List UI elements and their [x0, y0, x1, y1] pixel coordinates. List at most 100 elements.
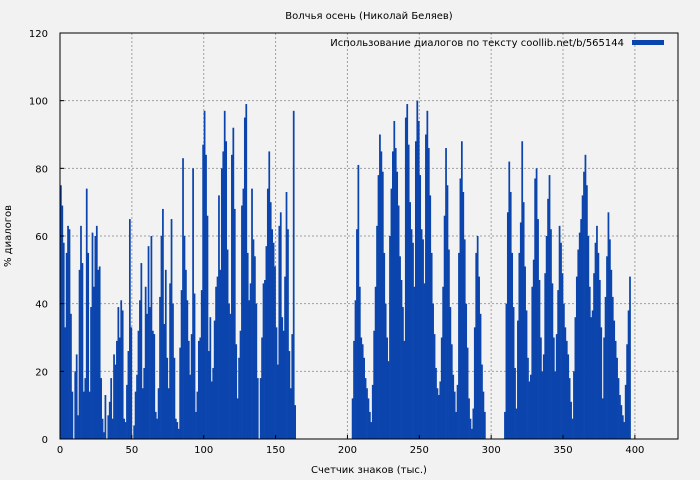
- bar: [620, 405, 623, 439]
- bar: [136, 374, 138, 439]
- x-tick-label: 250: [410, 445, 429, 456]
- bar: [249, 283, 252, 439]
- bar: [512, 307, 515, 439]
- bar: [147, 246, 150, 439]
- bar: [117, 307, 120, 439]
- bar: [376, 225, 378, 439]
- bar: [594, 242, 597, 439]
- bar: [417, 120, 420, 439]
- bar: [617, 378, 620, 439]
- bar: [91, 232, 94, 439]
- bar: [149, 307, 151, 439]
- plot-area: 0 50 100 150 200 250 300 350 400 0 20 40 60 80 100 120: [29, 29, 679, 456]
- bar: [627, 310, 630, 439]
- bar: [519, 222, 522, 439]
- chart-title: Волчья осень (Николай Беляев): [285, 11, 452, 22]
- bar: [402, 307, 404, 439]
- bar: [614, 340, 617, 439]
- bar: [93, 286, 95, 439]
- bar: [153, 334, 156, 439]
- bar: [367, 398, 370, 439]
- bar: [164, 269, 167, 439]
- bar: [542, 354, 545, 439]
- bar: [265, 246, 268, 439]
- bar: [459, 178, 462, 439]
- bar: [414, 141, 417, 439]
- bar: [440, 337, 443, 439]
- bar: [619, 395, 621, 439]
- bar: [574, 317, 577, 439]
- bar: [511, 252, 514, 439]
- bar: [373, 330, 376, 439]
- bar: [552, 337, 555, 439]
- bar: [208, 351, 210, 439]
- bar: [420, 229, 423, 439]
- bar: [187, 340, 190, 439]
- bar: [356, 229, 358, 439]
- bar: [107, 415, 110, 439]
- bar: [255, 303, 258, 439]
- bar: [239, 330, 242, 439]
- bar: [509, 192, 512, 439]
- bar: [268, 151, 271, 439]
- bar: [394, 148, 397, 440]
- bar: [157, 388, 160, 439]
- bar: [160, 236, 163, 439]
- bar: [547, 198, 549, 439]
- bar: [430, 252, 433, 439]
- bar: [446, 185, 449, 439]
- bar: [100, 378, 102, 439]
- bar: [246, 252, 249, 439]
- bar: [363, 357, 365, 439]
- bar: [179, 347, 182, 439]
- bar: [264, 279, 266, 439]
- bar: [238, 357, 240, 439]
- bar: [113, 354, 115, 439]
- bar: [596, 225, 598, 439]
- bar: [134, 391, 137, 439]
- bar: [177, 428, 180, 439]
- bar: [590, 317, 593, 439]
- bar: [445, 148, 447, 440]
- bar: [141, 388, 144, 439]
- bar: [357, 164, 360, 439]
- bar: [422, 239, 424, 439]
- bar: [272, 242, 275, 439]
- bar: [515, 408, 518, 439]
- bar: [271, 229, 274, 439]
- bar: [60, 185, 62, 439]
- bar: [593, 273, 595, 439]
- bar: [389, 236, 391, 439]
- y-tick-label: 40: [35, 300, 48, 311]
- bar: [624, 384, 627, 439]
- bar: [606, 256, 608, 439]
- bar: [195, 411, 197, 439]
- bar: [379, 134, 381, 439]
- bar: [568, 378, 571, 439]
- bar: [118, 337, 121, 439]
- bar: [206, 215, 209, 439]
- bar: [213, 320, 216, 439]
- bar: [236, 398, 239, 439]
- bar: [284, 276, 286, 439]
- bar: [281, 317, 284, 439]
- bar: [197, 340, 200, 439]
- bar: [575, 276, 578, 439]
- bar: [212, 367, 215, 439]
- bar: [403, 340, 406, 439]
- bar: [458, 252, 460, 439]
- bar: [598, 279, 601, 439]
- bar: [196, 391, 199, 439]
- bar: [413, 286, 416, 439]
- bar: [80, 225, 82, 439]
- bar: [82, 391, 85, 439]
- bar: [261, 337, 263, 439]
- bar: [570, 401, 572, 439]
- bar: [361, 344, 364, 439]
- bar: [278, 225, 281, 439]
- bar: [64, 327, 67, 439]
- bar: [473, 327, 476, 439]
- bar: [226, 249, 229, 439]
- bar: [565, 340, 568, 439]
